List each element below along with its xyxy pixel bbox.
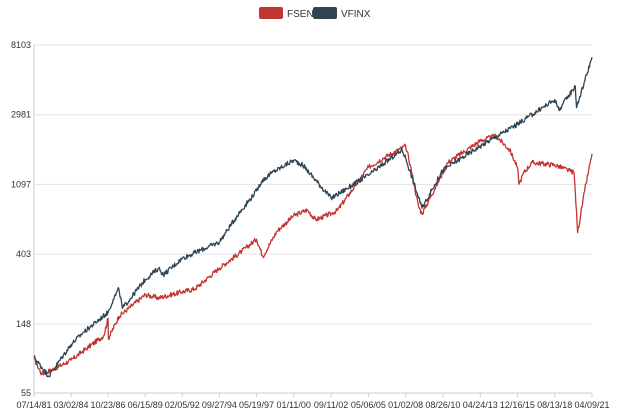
x-tick-label: 05/19/97 [239, 400, 274, 410]
x-tick-label: 10/23/86 [91, 400, 126, 410]
legend-label-fsenx[interactable]: FSENX [287, 9, 321, 20]
x-tick-label: 09/27/94 [202, 400, 237, 410]
x-tick-label: 01/11/00 [276, 400, 310, 410]
x-tick-label: 04/09/21 [574, 400, 609, 410]
legend: FSENX VFINX [259, 7, 371, 20]
y-tick-label: 55 [21, 388, 31, 398]
x-tick-label: 05/06/05 [351, 400, 386, 410]
x-tick-label: 02/05/92 [165, 400, 200, 410]
x-tick-label: 09/11/02 [314, 400, 348, 410]
series-line-fsenx[interactable] [33, 133, 593, 376]
y-tick-label: 8103 [11, 40, 31, 50]
y-axis-labels: 55 148 403 1097 2981 8103 [11, 40, 31, 398]
x-axis: 07/14/81 03/02/84 10/23/86 06/15/89 02/05/92… [16, 45, 610, 410]
x-tick-label: 01/02/08 [388, 400, 423, 410]
legend-swatch-fsenx[interactable] [259, 7, 283, 19]
y-tick-label: 403 [16, 249, 31, 259]
y-tick-label: 2981 [11, 110, 31, 120]
x-tick-label: 03/02/84 [53, 400, 88, 410]
y-tick-label: 1097 [11, 179, 31, 189]
x-tick-label: 08/26/10 [425, 400, 460, 410]
legend-label-vfinx[interactable]: VFINX [341, 9, 371, 20]
x-tick-label: 12/16/15 [500, 400, 535, 410]
series-lines [33, 57, 593, 378]
x-tick-label: 06/15/89 [128, 400, 163, 410]
legend-swatch-vfinx[interactable] [313, 7, 337, 19]
x-tick-label: 07/14/81 [16, 400, 51, 410]
y-tick-label: 148 [16, 319, 31, 329]
series-line-vfinx[interactable] [33, 57, 593, 378]
x-tick-label: 08/13/18 [537, 400, 572, 410]
x-tick-label: 04/24/13 [463, 400, 498, 410]
